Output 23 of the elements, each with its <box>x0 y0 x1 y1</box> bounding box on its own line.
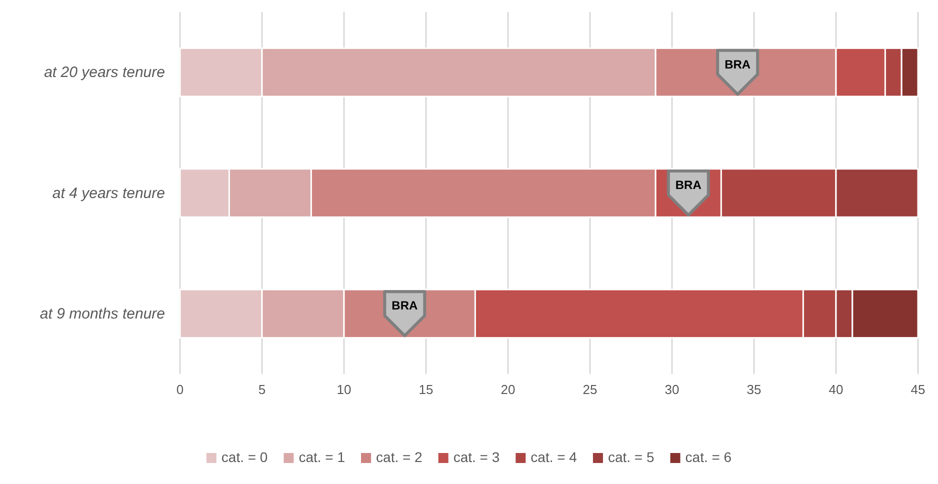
legend-label: cat. = 1 <box>298 449 346 465</box>
x-tick-label: 25 <box>582 382 598 397</box>
x-tick-label: 15 <box>418 382 434 397</box>
legend-label: cat. = 5 <box>608 449 654 465</box>
series-label: BRA <box>724 57 751 72</box>
y-tick-label: at 4 years tenure <box>52 184 165 202</box>
x-tick-label: 5 <box>258 382 266 397</box>
x-tick-label: 45 <box>910 382 926 397</box>
x-tick-label: 0 <box>176 382 184 397</box>
x-tick-label: 35 <box>746 382 762 397</box>
legend-label: cat. = 2 <box>376 449 423 465</box>
text: BRA <box>392 298 418 313</box>
x-tick-label: 40 <box>828 382 844 397</box>
legend-label: cat. = 4 <box>530 449 578 465</box>
legend-label: cat. = 6 <box>685 449 732 465</box>
legend-label: cat. = 3 <box>453 449 500 465</box>
y-tick-label: at 20 years tenure <box>44 64 165 82</box>
x-tick-label: 10 <box>336 382 352 397</box>
x-tick-label: 30 <box>664 382 680 397</box>
legend-label: cat. = 0 <box>221 449 268 465</box>
text: BRA <box>675 178 702 192</box>
y-tick-label: at 9 months tenure <box>40 305 165 322</box>
x-tick-label: 20 <box>500 382 516 397</box>
